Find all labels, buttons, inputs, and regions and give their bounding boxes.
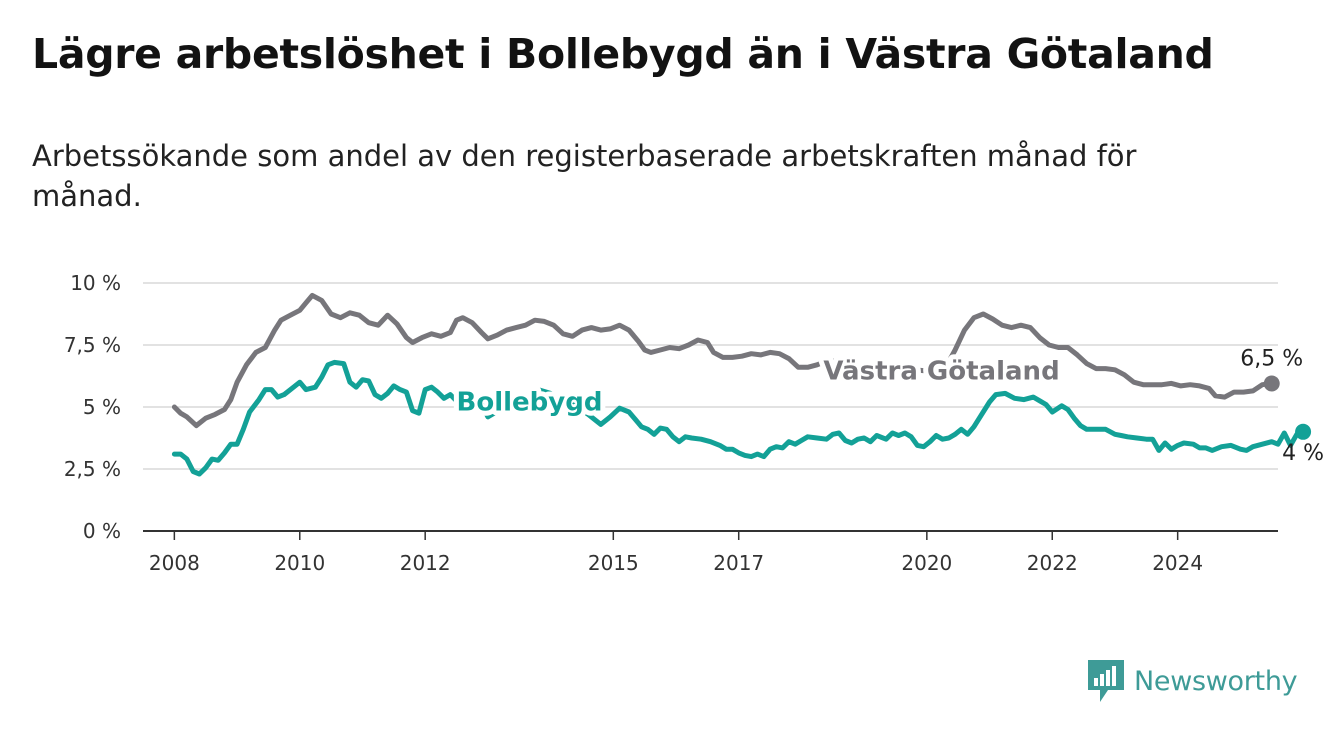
y-tick-label: 10 % — [70, 271, 121, 295]
x-tick-label: 2015 — [588, 551, 639, 575]
brand-name: Newsworthy — [1134, 665, 1298, 697]
brand-logo: Newsworthy — [1088, 660, 1298, 702]
series-end-label: 4 % — [1282, 441, 1324, 466]
y-tick-label: 5 % — [83, 395, 121, 419]
series-end-marker — [1295, 423, 1312, 440]
series-label-halo: Västra Götaland — [823, 357, 1059, 387]
x-tick-label: 2010 — [274, 551, 325, 575]
series-label-halo: Bollebygd — [457, 388, 603, 418]
chart-title: Lägre arbetslöshet i Bollebygd än i Väst… — [32, 30, 1214, 78]
series-line — [171, 292, 1275, 429]
y-tick-label: 0 % — [83, 519, 121, 543]
y-axis-ticks: 0 % 2,5 % 5 % 7,5 % 10 % — [64, 271, 121, 543]
x-tick-label: 2022 — [1027, 551, 1078, 575]
series-end-label: 6,5 % — [1240, 346, 1303, 371]
x-axis: 2008 2010 2012 2015 2017 2020 2022 2024 — [143, 530, 1278, 575]
series-end-marker — [1263, 375, 1280, 392]
series-label: Västra Götaland — [823, 357, 1059, 387]
chart-subtitle: Arbetssökande som andel av den registerb… — [32, 139, 1137, 213]
series-lines — [171, 292, 1312, 477]
y-tick-label: 2,5 % — [64, 457, 121, 481]
x-tick-label: 2020 — [901, 551, 952, 575]
newsworthy-logo-icon — [1088, 660, 1124, 702]
series-label: Bollebygd — [457, 388, 603, 418]
x-tick-label: 2017 — [713, 551, 764, 575]
y-tick-label: 7,5 % — [64, 333, 121, 357]
x-tick-label: 2008 — [149, 551, 200, 575]
series-line — [171, 359, 1306, 477]
x-tick-label: 2012 — [400, 551, 451, 575]
x-tick-label: 2024 — [1152, 551, 1203, 575]
